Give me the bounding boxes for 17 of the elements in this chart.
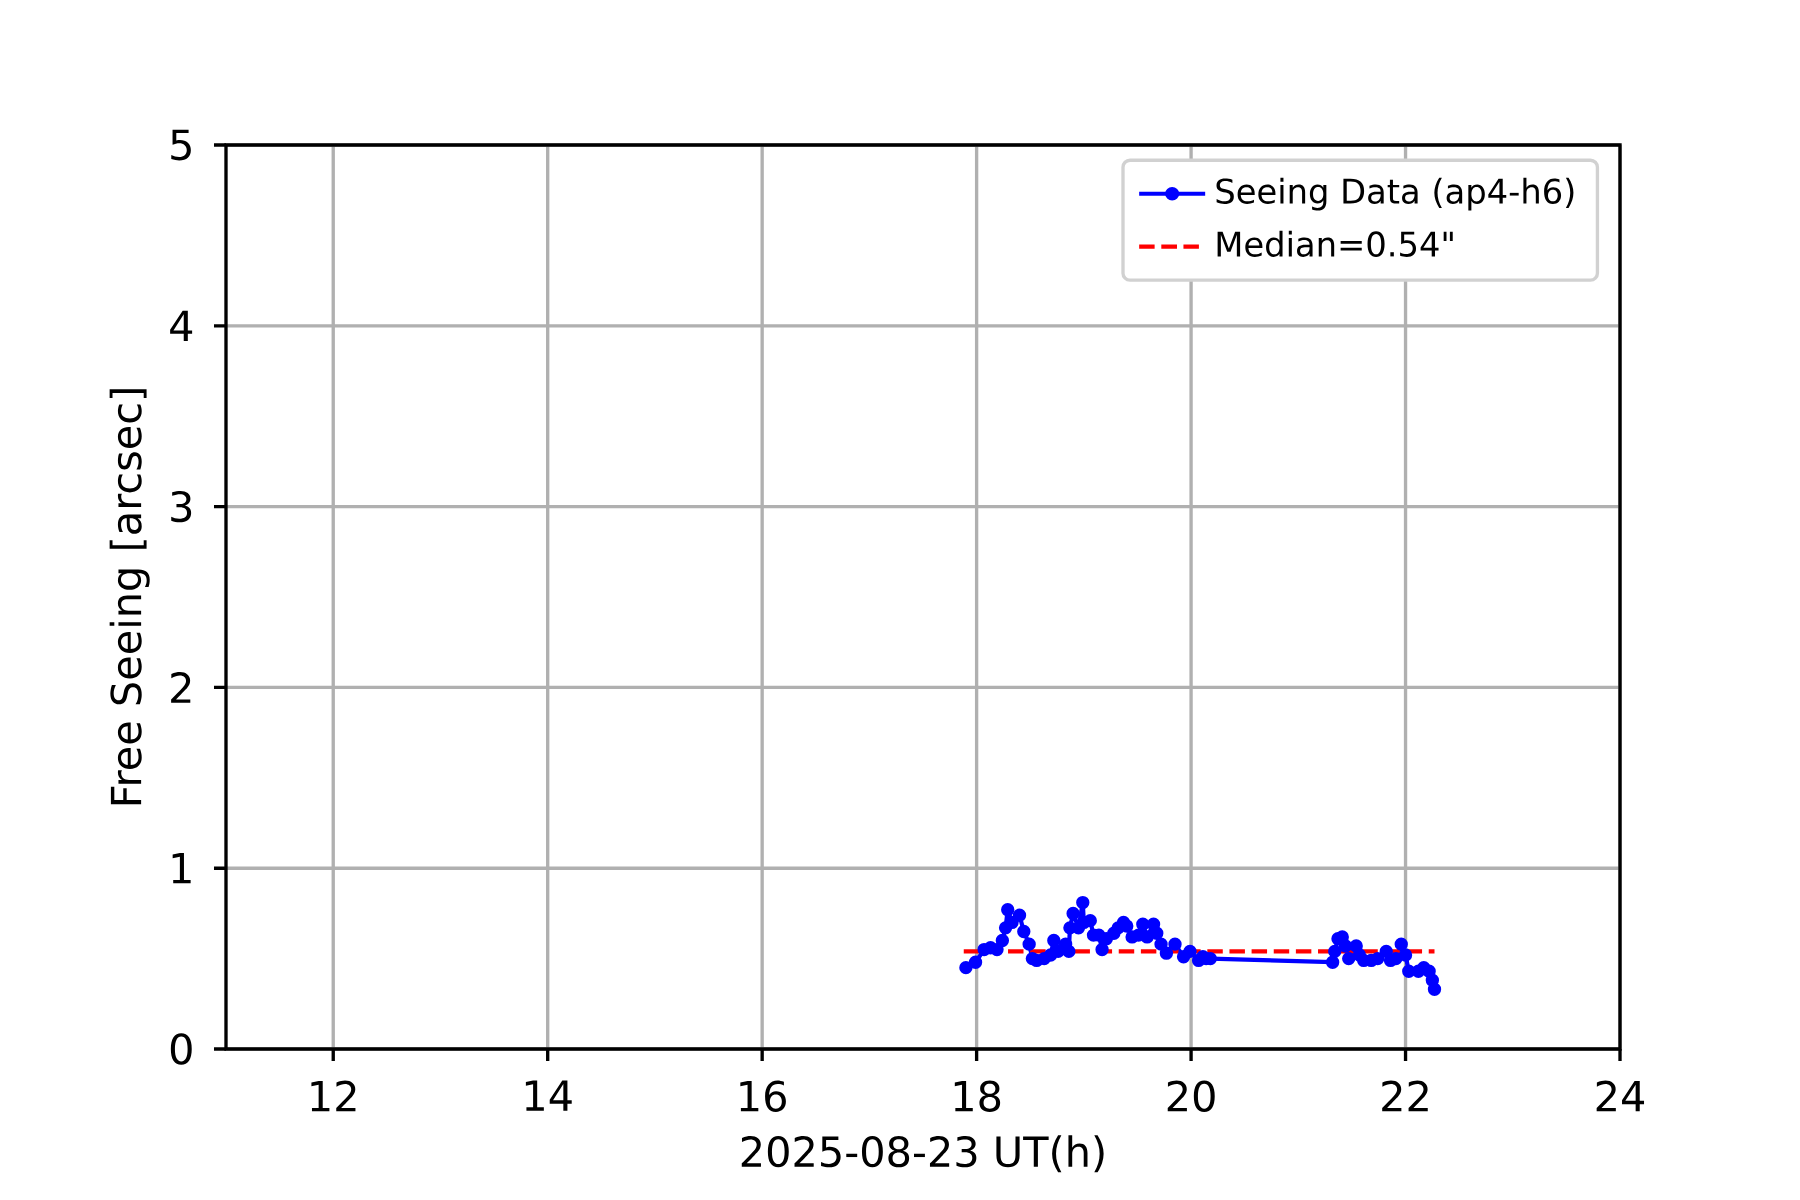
legend-label: Seeing Data (ap4-h6) <box>1216 177 1574 211</box>
y-tick-label: 3 <box>171 490 192 523</box>
x-tick-label: 16 <box>740 1080 786 1112</box>
x-tick-label: 12 <box>311 1080 356 1112</box>
x-tick-label: 18 <box>954 1080 1001 1112</box>
y-tick-label: 0 <box>170 1033 192 1065</box>
y-axis-title: Free Seeing [arcsec] <box>109 389 150 805</box>
x-tick-label: 24 <box>1596 1080 1645 1112</box>
x-tick-label: 14 <box>525 1080 572 1111</box>
y-tick-label: 2 <box>171 672 191 703</box>
x-tick-label: 20 <box>1167 1080 1215 1112</box>
x-axis-title: 2025-08-23 UT(h) <box>741 1135 1104 1173</box>
y-tick-label: 5 <box>171 129 191 161</box>
y-tick-label: 1 <box>172 853 191 884</box>
y-tick-label: 4 <box>170 310 193 341</box>
legend-label: Median=0.54" <box>1217 230 1453 257</box>
x-tick-label: 22 <box>1382 1080 1428 1112</box>
